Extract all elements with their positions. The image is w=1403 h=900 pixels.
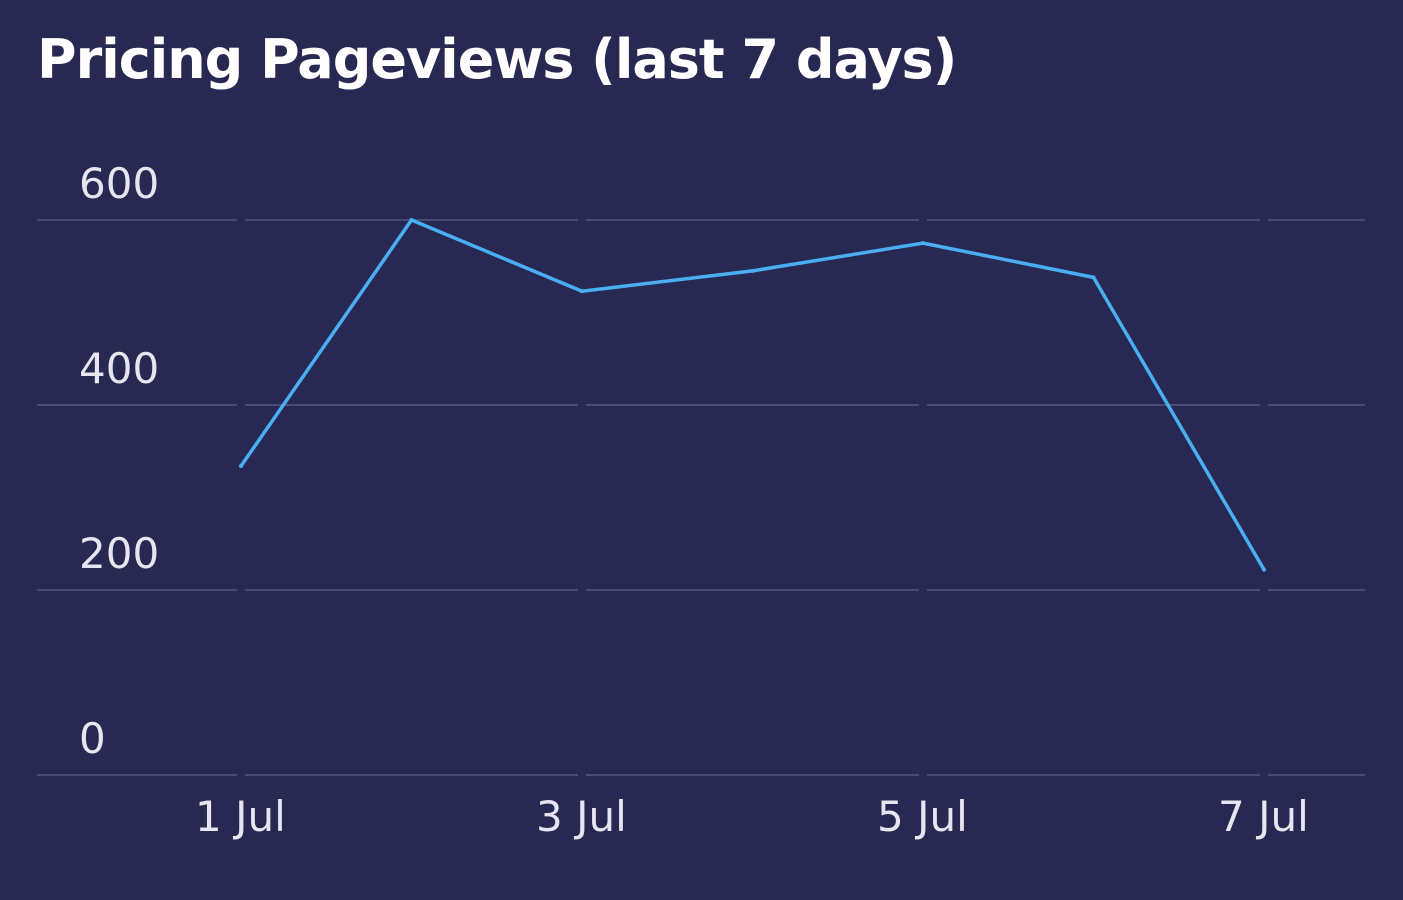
- series-layer: [239, 218, 1266, 572]
- chart-title: Pricing Pageviews (last 7 days): [37, 28, 957, 91]
- y-axis-ticks: 0 200 400 600: [79, 159, 159, 763]
- y-tick-label-0: 0: [79, 714, 106, 763]
- x-tick-label-3-jul: 3 Jul: [536, 792, 627, 841]
- data-point-3-jul: [580, 289, 584, 294]
- data-point-5-jul: [921, 241, 925, 246]
- data-point-4-jul: [750, 268, 755, 273]
- x-tick-label-5-jul: 5 Jul: [877, 792, 968, 841]
- x-tick-label-1-jul: 1 Jul: [195, 792, 286, 841]
- grid-lines: [37, 219, 1365, 776]
- y-tick-label-600: 600: [79, 159, 159, 208]
- x-axis-ticks: 1 Jul 3 Jul 5 Jul 7 Jul: [195, 792, 1309, 841]
- x-tick-label-7-jul: 7 Jul: [1218, 792, 1309, 841]
- data-point-1-jul: [239, 464, 243, 469]
- data-point-7-jul: [1262, 567, 1266, 572]
- y-tick-label-200: 200: [79, 529, 159, 578]
- data-point-6-jul: [1091, 275, 1096, 280]
- data-point-2-jul: [409, 218, 414, 222]
- y-tick-label-400: 400: [79, 344, 159, 393]
